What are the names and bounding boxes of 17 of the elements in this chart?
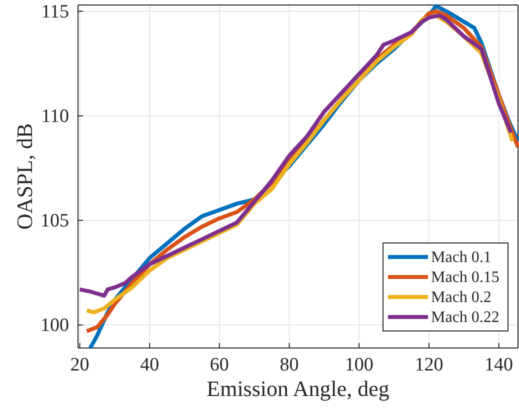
x-tick-label: 100 [344,354,374,376]
legend-label: Mach 0.1 [431,249,492,266]
x-tick-label: 60 [210,354,229,376]
legend-label: Mach 0.15 [431,269,500,286]
x-tick-label: 20 [70,354,90,376]
x-tick-label: 120 [414,354,444,376]
y-tick-label: 110 [41,106,69,127]
y-tick-label: 100 [40,315,69,336]
legend-label: Mach 0.2 [431,289,492,306]
x-tick-label: 80 [280,354,299,376]
y-tick-label: 115 [41,1,69,22]
x-axis-title: Emission Angle, deg [206,376,390,401]
y-axis-title: OASPL, dB [12,123,37,230]
legend-label: Mach 0.22 [431,309,500,326]
x-tick-label: 40 [140,354,160,376]
x-tick-label: 140 [484,354,514,376]
y-tick-label: 105 [40,210,69,232]
